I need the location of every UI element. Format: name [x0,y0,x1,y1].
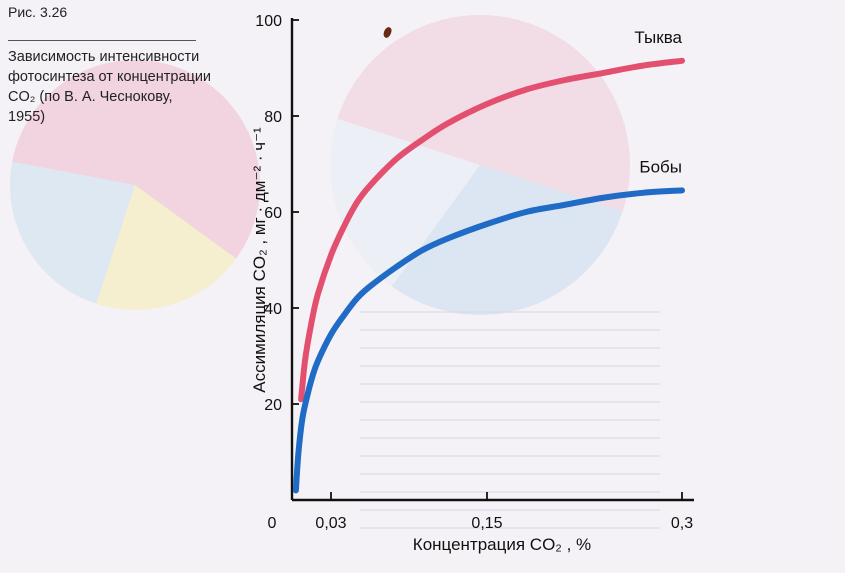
series-1-point-9 [367,284,373,289]
y-tick-label-1: 40 [264,301,282,318]
series-1-point-12 [445,236,451,241]
series-0-point-6 [354,200,360,205]
x-tick-label-2: 0,15 [471,515,502,532]
series-1-point-10 [393,264,399,270]
y-tick-label-0: 20 [264,397,282,414]
series-label-1: Бобы [639,157,682,176]
background-bleed-text [360,295,660,545]
caption-divider [8,40,196,41]
x-tick-label-0: 0 [268,515,277,532]
series-1-point-17 [640,190,646,196]
background-bleed-pie-left [10,60,260,310]
series-0-point-8 [393,156,399,162]
series-1-point-14 [523,209,529,215]
series-1-point-6 [328,332,334,337]
series-0-point-1 [302,358,308,364]
series-1-point-2 [300,416,305,421]
series-1-point-7 [341,312,347,318]
series-0-point-3 [315,291,321,296]
x-tick-label-1: 0,03 [315,515,346,532]
series-0-point-7 [367,183,373,189]
series-1-point-18 [679,188,685,193]
series-1-point-4 [310,372,316,378]
series-1-point-3 [305,392,310,397]
background-bleed-pie-right [330,15,630,315]
series-1-point-16 [601,195,607,201]
x-tick-label-3: 0,3 [671,515,693,532]
y-tick-label-3: 80 [264,109,282,126]
y-tick-label-4: 100 [255,13,282,30]
series-1-point-8 [354,296,360,301]
series-0-point-13 [562,77,568,83]
x-axis-label: Концентрация CO₂ , % [413,535,591,554]
series-1-point-5 [315,358,321,364]
series-0-point-11 [484,101,490,107]
series-1-point-1 [296,449,301,455]
series-0-point-12 [523,87,529,92]
series-line-1 [292,187,685,494]
series-0-point-0 [298,396,304,402]
series-1-point-11 [419,248,425,253]
series-0-point-16 [679,58,685,64]
series-0-point-5 [341,224,347,229]
series-0-point-2 [309,320,314,325]
series-0-point-14 [601,70,607,76]
series-label-0: Тыква [634,28,682,47]
series-line-0 [298,57,685,403]
series-1-point-13 [484,221,490,227]
series-1-point-0 [293,488,299,493]
y-tick-label-2: 60 [264,205,282,222]
series-0-point-10 [445,120,451,126]
series-0-point-4 [328,252,334,258]
series-1-point-15 [562,202,568,208]
series-0-point-15 [640,63,646,68]
series-0-point-9 [419,137,425,143]
figure-number: Рис. 3.26 [8,4,68,20]
y-axis-label: Ассимиляция CO₂ , мг · дм⁻² · ч⁻¹ [250,127,269,393]
figure-caption: Зависимость интенсивности фотосинтеза от… [8,49,212,125]
